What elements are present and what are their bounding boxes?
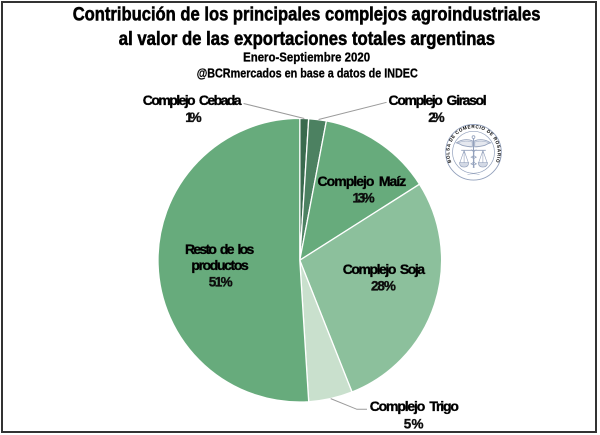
svg-text:1%: 1% bbox=[185, 110, 201, 125]
svg-text:Contribución de los principale: Contribución de los principales complejo… bbox=[73, 4, 541, 25]
svg-text:productos: productos bbox=[191, 257, 249, 273]
svg-text:Complejo Trigo: Complejo Trigo bbox=[370, 398, 459, 414]
svg-text:2%: 2% bbox=[428, 110, 444, 125]
svg-text:13%: 13% bbox=[353, 190, 375, 205]
svg-text:28%: 28% bbox=[371, 279, 396, 294]
svg-text:Resto de los: Resto de los bbox=[185, 241, 255, 257]
svg-text:Complejo Cebada: Complejo Cebada bbox=[143, 92, 242, 108]
svg-text:Complejo Maíz: Complejo Maíz bbox=[318, 173, 407, 189]
svg-text:5%: 5% bbox=[404, 416, 424, 431]
svg-text:al valor de las exportaciones: al valor de las exportaciones totales ar… bbox=[119, 29, 495, 50]
svg-text:Complejo Soja: Complejo Soja bbox=[343, 261, 426, 277]
svg-text:@BCRmercados en base a datos d: @BCRmercados en base a datos de INDEC bbox=[197, 66, 418, 81]
svg-text:Enero-Septiembre 2020: Enero-Septiembre 2020 bbox=[243, 50, 370, 65]
svg-text:Complejo Girasol: Complejo Girasol bbox=[389, 92, 487, 108]
svg-text:51%: 51% bbox=[209, 274, 233, 289]
